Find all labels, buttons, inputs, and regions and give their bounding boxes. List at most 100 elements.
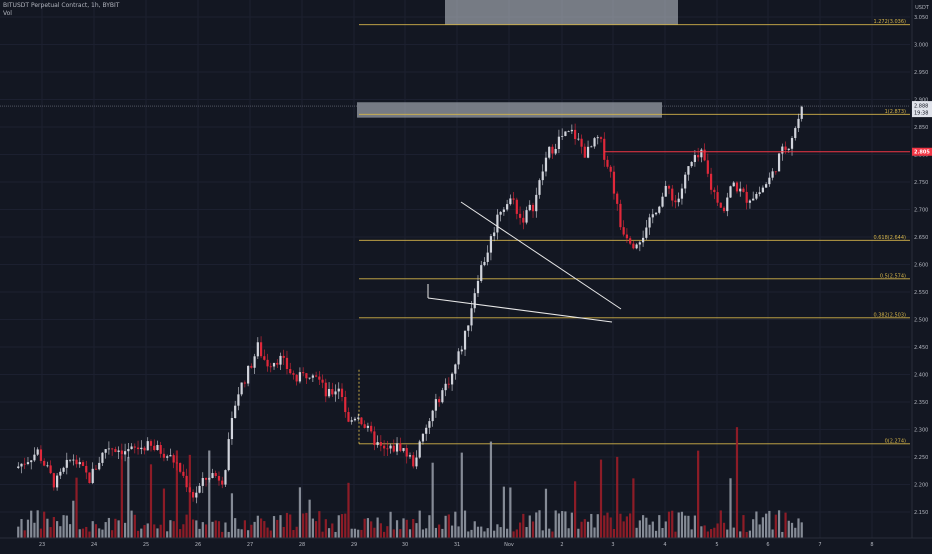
volume-bar	[577, 528, 580, 538]
volume-bar	[363, 518, 366, 538]
volume-bar	[586, 521, 590, 538]
volume-bar	[224, 522, 227, 538]
candle-body	[392, 445, 395, 452]
volume-bar	[729, 478, 732, 538]
candle-body	[143, 447, 146, 451]
volume-bar	[292, 529, 295, 538]
volume-bar	[667, 511, 671, 538]
candle-body	[554, 148, 557, 154]
volume-bar	[350, 528, 353, 538]
candlesticks	[17, 105, 803, 504]
candle-body	[133, 446, 136, 448]
candle-body	[654, 212, 658, 215]
candle-body	[632, 243, 635, 249]
candle-body	[149, 441, 153, 446]
marked-level-tag	[912, 147, 932, 156]
volume-bar	[188, 454, 191, 538]
candle-body	[486, 252, 489, 262]
price-tick-label: 2.500	[914, 317, 928, 323]
candle-body	[39, 449, 43, 461]
time-axis[interactable]: 23 24 25 26 27 28 29 30 31 Nov 2 3 4 5 6 7 8	[0, 537, 932, 550]
volume-bar	[360, 529, 363, 538]
candle-body	[651, 214, 654, 218]
volume-legend[interactable]: Vol	[3, 10, 12, 17]
volume-bar	[509, 487, 512, 538]
volume-bar	[185, 514, 188, 538]
volume-bar	[648, 524, 651, 538]
candle-body	[52, 473, 55, 488]
candle-body	[538, 180, 541, 195]
price-tick-label: 2.950	[914, 70, 928, 76]
candle-body	[240, 382, 243, 395]
candle-body	[379, 442, 382, 446]
volume-bar	[279, 515, 282, 538]
volume-bar	[606, 512, 609, 538]
volume-bar	[752, 519, 755, 538]
candle-body	[357, 417, 360, 419]
candle-body	[499, 211, 502, 215]
volume-bar	[211, 521, 214, 538]
candle-body	[418, 441, 421, 458]
volume-bar	[557, 513, 561, 538]
volume-bar	[580, 521, 583, 538]
candle-body	[599, 137, 603, 139]
volume-bar	[324, 519, 327, 538]
candle-body	[544, 157, 548, 172]
volume-bar	[674, 531, 677, 538]
candle-body	[748, 200, 752, 203]
candle-body	[243, 382, 246, 384]
candle-body	[421, 433, 425, 442]
candle-body	[311, 375, 314, 378]
volume-bar	[23, 530, 26, 538]
volume-bar	[182, 524, 185, 538]
candle-body	[577, 138, 580, 140]
volume-bar	[169, 520, 172, 538]
volume-bar	[379, 523, 382, 538]
candle-body	[509, 198, 512, 205]
price-zones	[357, 0, 678, 118]
time-tick-label: 25	[143, 542, 149, 548]
volume-bar	[693, 515, 696, 538]
candle-body	[667, 185, 671, 189]
price-axis[interactable]: USDT 2.150 2.200 2.250 2.300 2.350 2.400 2.450 2…	[911, 0, 932, 550]
candle-body	[344, 396, 347, 413]
candle-body	[586, 146, 590, 158]
time-tick-label: 24	[91, 542, 97, 548]
volume-bar	[447, 514, 450, 538]
candle-body	[800, 106, 803, 119]
candle-body	[104, 449, 107, 453]
volume-bar	[408, 529, 412, 538]
volume-bar	[282, 526, 285, 538]
candle-body	[690, 161, 693, 167]
candle-body	[522, 217, 525, 223]
time-tick-label: 2	[560, 542, 563, 548]
candle-body	[353, 418, 357, 421]
candle-body	[726, 197, 729, 212]
candle-body	[735, 182, 739, 192]
symbol-legend[interactable]: BITUSDT Perpetual Contract, 1h, BYBIT	[3, 2, 120, 9]
volume-bar	[541, 530, 544, 538]
candle-body	[476, 280, 480, 294]
candle-body	[641, 237, 645, 243]
volume-bar	[454, 511, 457, 538]
volume-bar	[298, 487, 302, 538]
candle-body	[622, 227, 625, 235]
volume-bar	[765, 513, 768, 538]
candle-body	[230, 418, 234, 440]
candle-body	[531, 204, 535, 212]
volume-bar	[593, 527, 596, 538]
candle-body	[327, 389, 331, 397]
candle-body	[198, 485, 201, 493]
volume-bar	[162, 488, 166, 538]
volume-bar	[761, 517, 764, 538]
volume-bar	[302, 513, 305, 538]
volume-bar	[46, 518, 49, 538]
candle-body	[382, 445, 386, 449]
volume-bar	[706, 531, 709, 538]
candle-body	[59, 471, 62, 476]
volume-bar	[295, 526, 298, 538]
volume-bars	[17, 427, 803, 538]
volume-bar	[327, 528, 331, 538]
